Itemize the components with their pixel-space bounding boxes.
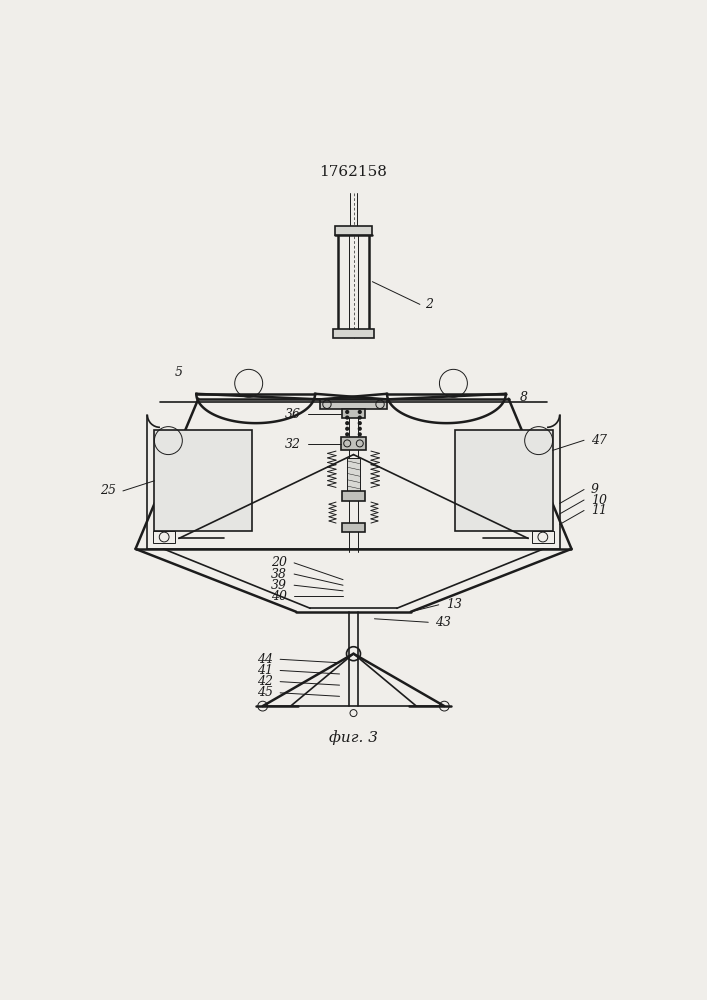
Text: фиг. 3: фиг. 3 xyxy=(329,730,378,745)
Text: 45: 45 xyxy=(257,686,273,699)
Text: 43: 43 xyxy=(436,616,451,629)
Bar xyxy=(320,399,387,409)
Circle shape xyxy=(345,415,349,420)
Text: 20: 20 xyxy=(271,556,287,569)
Text: 10: 10 xyxy=(591,493,607,506)
Bar xyxy=(455,430,553,531)
Circle shape xyxy=(358,415,362,420)
Text: 13: 13 xyxy=(445,598,462,611)
Text: 39: 39 xyxy=(271,579,287,592)
Text: 36: 36 xyxy=(285,408,301,421)
Text: 25: 25 xyxy=(100,484,116,497)
Circle shape xyxy=(345,427,349,431)
Bar xyxy=(334,226,373,235)
Circle shape xyxy=(345,432,349,436)
Bar xyxy=(342,491,365,501)
Circle shape xyxy=(345,410,349,414)
Text: 1762158: 1762158 xyxy=(320,165,387,179)
Text: 44: 44 xyxy=(257,653,273,666)
Bar xyxy=(341,437,366,450)
Circle shape xyxy=(358,427,362,431)
Circle shape xyxy=(358,421,362,425)
Text: 9: 9 xyxy=(591,483,599,496)
Bar xyxy=(532,531,554,543)
Text: 47: 47 xyxy=(591,434,607,447)
Text: 40: 40 xyxy=(271,590,287,603)
Bar xyxy=(332,329,375,338)
Bar xyxy=(342,409,365,418)
Circle shape xyxy=(358,432,362,436)
Text: 42: 42 xyxy=(257,675,273,688)
Text: 41: 41 xyxy=(257,664,273,677)
Text: 2: 2 xyxy=(426,298,433,311)
Bar xyxy=(346,458,361,500)
Text: 5: 5 xyxy=(175,366,182,379)
Circle shape xyxy=(358,410,362,414)
Text: 38: 38 xyxy=(271,568,287,581)
Text: 32: 32 xyxy=(285,438,301,451)
Text: 11: 11 xyxy=(591,504,607,517)
Bar xyxy=(153,531,175,543)
Text: 8: 8 xyxy=(520,391,528,404)
Circle shape xyxy=(345,421,349,425)
Bar xyxy=(154,430,252,531)
Bar xyxy=(342,523,365,532)
